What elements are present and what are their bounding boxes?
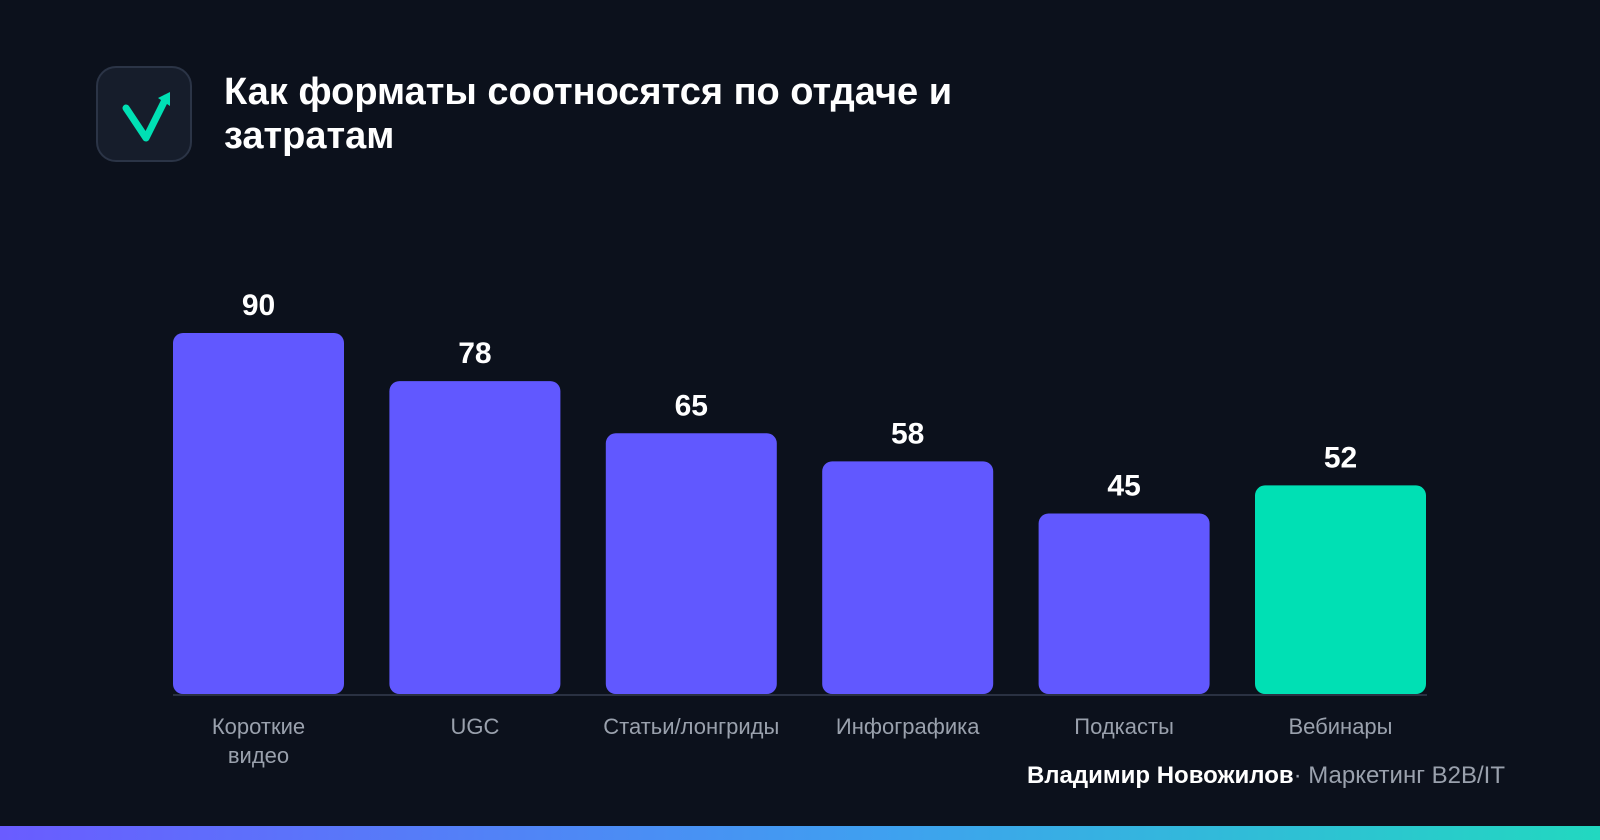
bar: [1255, 485, 1426, 694]
checkmark-arrow-icon: [122, 92, 170, 142]
bar: [605, 433, 777, 694]
data-label: 78: [458, 337, 491, 370]
footer-topic: Маркетинг B2B/IT: [1308, 762, 1505, 789]
logo-badge: [96, 66, 192, 162]
data-label: 90: [242, 289, 275, 322]
category-label: Инфографика: [836, 714, 980, 739]
category-label: Короткие видео: [212, 714, 305, 768]
bottom-gradient-bar: [0, 826, 1600, 840]
footer-credit: Владимир Новожилов· Маркетинг B2B/IT: [1027, 762, 1505, 790]
bar-chart: 90 Короткие видео 78 UGC 65 Статьи/лонгриды 58 И…: [173, 289, 1427, 768]
category-label: UGC: [450, 714, 499, 739]
page-title: Как форматы соотносятся по отдаче и затр…: [224, 71, 953, 157]
bar: [1038, 513, 1210, 694]
category-label: Статьи/лонгриды: [603, 714, 779, 739]
data-label: 65: [675, 389, 708, 422]
category-label: Вебинары: [1289, 714, 1393, 739]
footer-author: Владимир Новожилов: [1026, 762, 1294, 789]
bar: [389, 381, 561, 694]
category-label: Подкасты: [1074, 714, 1174, 739]
bar: [173, 333, 344, 694]
bar: [822, 461, 994, 694]
data-label: 52: [1324, 441, 1357, 474]
footer-separator: ·: [1293, 762, 1302, 789]
data-label: 58: [891, 417, 924, 450]
data-label: 45: [1107, 470, 1140, 503]
